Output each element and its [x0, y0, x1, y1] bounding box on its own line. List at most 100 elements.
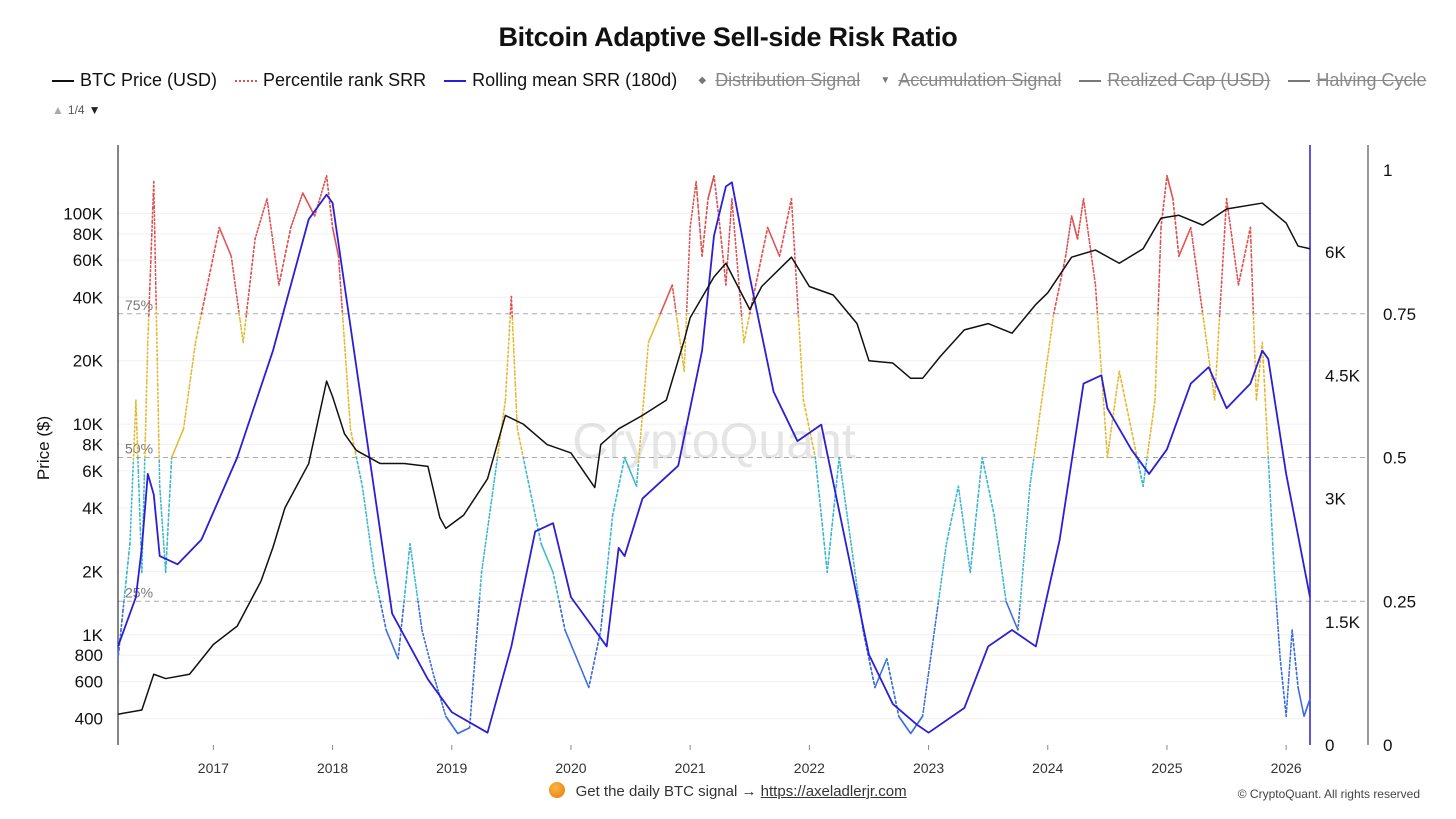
percentile-segment	[797, 315, 801, 334]
percentile-segment	[239, 320, 242, 329]
percentile-segment	[1205, 341, 1209, 351]
footer-link[interactable]: https://axeladlerjr.com	[760, 783, 907, 800]
percentile-segment	[994, 521, 997, 531]
percentile-segment	[409, 542, 412, 552]
percentile-segment	[231, 262, 235, 272]
percentile-segment	[942, 557, 946, 567]
legend-item-distribution-signal[interactable]: ◆ Distribution Signal	[695, 70, 860, 91]
percentile-segment	[809, 432, 813, 440]
percentile-segment	[1197, 284, 1201, 293]
watermark: CryptoQuant	[572, 413, 856, 469]
percentile-segment	[299, 195, 303, 200]
percentile-segment	[591, 667, 594, 674]
percentile-segment	[402, 600, 405, 612]
percentile-segment	[608, 533, 612, 545]
percentile-segment	[743, 332, 747, 339]
percentile-segment	[242, 333, 245, 344]
percentile-segment	[957, 485, 961, 495]
percentile-segment	[1194, 262, 1198, 272]
legend-item-percentile-rank-srr[interactable]: Percentile rank SRR	[235, 70, 426, 91]
percentile-segment	[367, 528, 371, 538]
percentile-segment	[739, 293, 742, 308]
percentile-segment	[530, 495, 534, 502]
percentile-segment	[1025, 521, 1028, 535]
percentile-segment	[934, 614, 938, 624]
percentile-segment	[295, 206, 299, 212]
percentile-segment	[1122, 389, 1126, 397]
percentile-segment	[255, 231, 258, 237]
percentile-segment	[1083, 205, 1087, 214]
percentile-segment	[644, 365, 648, 380]
percentile-segment	[247, 289, 250, 301]
percentile-segment	[1118, 370, 1122, 377]
orange-coin-icon	[549, 782, 566, 798]
pager-up-icon[interactable]: ▲	[52, 103, 64, 117]
percentile-segment	[253, 238, 256, 249]
percentile-segment	[986, 480, 989, 488]
percentile-segment	[1227, 212, 1231, 222]
legend-item-rolling-mean-srr-180d[interactable]: Rolling mean SRR (180d)	[444, 70, 677, 91]
percentile-segment	[790, 197, 794, 217]
percentile-segment	[799, 348, 803, 368]
percentile-segment	[952, 504, 956, 512]
percentile-segment	[1201, 312, 1205, 322]
percentile-segment	[555, 586, 558, 593]
percentile-segment	[404, 581, 407, 593]
percentile-segment	[1045, 356, 1049, 365]
percentile-segment	[939, 578, 943, 588]
percentile-segment	[639, 425, 643, 440]
legend-swatch-icon	[1288, 79, 1311, 82]
percentile-segment	[742, 336, 746, 344]
percentile-segment	[763, 236, 767, 243]
percentile-segment	[535, 518, 538, 526]
percentile-segment	[425, 644, 428, 650]
percentile-segment	[1243, 250, 1247, 258]
percentile-segment	[201, 303, 205, 310]
percentile-segment	[741, 317, 744, 332]
percentile-segment	[194, 336, 198, 344]
pager-down-icon[interactable]: ▼	[88, 103, 101, 117]
percentile-segment	[933, 622, 937, 631]
legend-item-halving-cycle[interactable]: Halving Cycle	[1288, 70, 1426, 91]
percentile-segment	[485, 528, 489, 538]
percentile-segment	[796, 298, 800, 317]
percentile-segment	[954, 495, 958, 502]
percentile-segment	[782, 231, 786, 238]
percentile-segment	[412, 564, 415, 574]
percentile-segment	[362, 492, 366, 502]
legend-label: Realized Cap (USD)	[1107, 70, 1271, 90]
btc-price-line	[117, 202, 1311, 715]
legend-item-realized-cap-usd[interactable]: Realized Cap (USD)	[1079, 70, 1270, 91]
percentile-segment	[1082, 197, 1086, 207]
percentile-segment	[995, 528, 998, 538]
percentile-segment	[422, 633, 425, 639]
percentile-segment	[672, 291, 676, 301]
percentile-segment	[257, 224, 260, 230]
percentile-segment	[1217, 315, 1221, 334]
legend-item-btc-price-usd[interactable]: BTC Price (USD)	[52, 70, 217, 91]
percentile-segment	[238, 312, 241, 322]
percentile-segment	[427, 652, 430, 658]
y-left-tick-label: 1K	[82, 626, 103, 645]
x-tick-label: 2019	[436, 760, 467, 776]
y-left-tick-label: 2K	[82, 562, 103, 581]
percentile-segment	[842, 485, 845, 495]
legend-item-accumulation-signal[interactable]: ▼ Accumulation Signal	[878, 70, 1061, 91]
percentile-segment	[675, 312, 679, 322]
percentile-segment	[614, 495, 618, 502]
percentile-segment	[1192, 248, 1196, 258]
percentile-segment	[187, 384, 191, 394]
x-tick-label: 2024	[1032, 760, 1063, 776]
percentile-segment	[185, 399, 189, 408]
percentile-segment	[1119, 375, 1123, 382]
percentile-segment	[493, 471, 497, 480]
percentile-segment	[847, 521, 850, 531]
percentile-segment	[355, 456, 359, 464]
percentile-segment	[750, 298, 754, 305]
percentile-segment	[977, 485, 981, 497]
percentile-segment	[820, 514, 824, 526]
percentile-segment	[813, 451, 817, 459]
percentile-segment	[779, 245, 783, 253]
percentile-segment	[527, 480, 531, 488]
percentile-segment	[938, 586, 942, 595]
